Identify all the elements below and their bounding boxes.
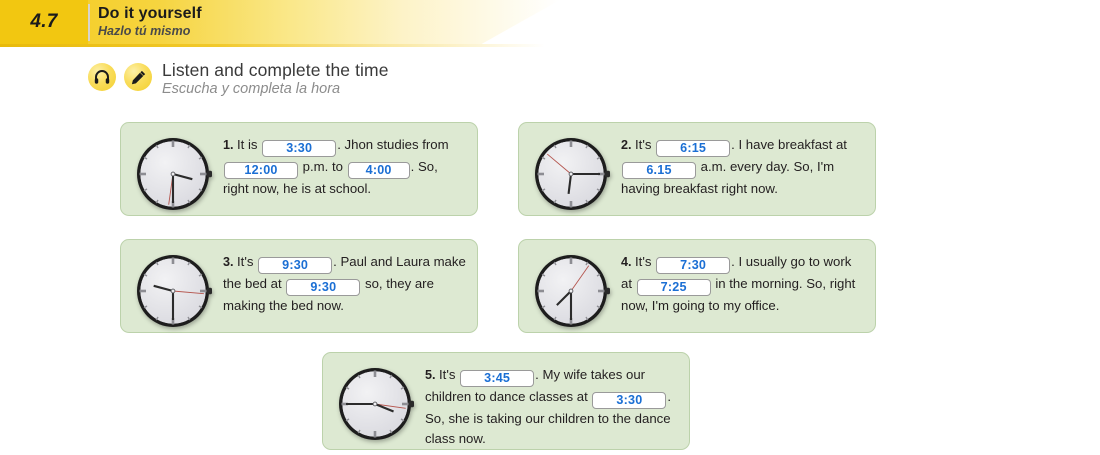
answer-blank-3[interactable]: 3:30 [592, 392, 667, 409]
answer-blank-3[interactable]: 6.15 [622, 162, 696, 179]
sentence-text: a.m. every day. So, I'm having breakfast… [621, 159, 835, 196]
exercise-card-5: 5. It's 3:45. My wife takes our children… [322, 352, 690, 450]
exercise-sentence: 4. It's 7:30. I usually go to work at 7:… [617, 240, 875, 326]
analog-clock-icon [323, 353, 421, 446]
answer-blank-1[interactable]: 3:45 [460, 370, 535, 387]
instruction-title: Listen and complete the time [162, 60, 389, 80]
pencil-icon [124, 63, 152, 91]
question-number: 3. [223, 255, 238, 269]
sentence-text: . I have breakfast at [731, 137, 847, 152]
section-title: Do it yourself [98, 5, 202, 22]
exercise-card-4: 4. It's 7:30. I usually go to work at 7:… [518, 239, 876, 333]
question-number: 2. [621, 138, 636, 152]
sentence-text: . So, she is taking our children to the … [425, 389, 672, 447]
answer-blank-1[interactable]: 9:30 [258, 257, 333, 274]
sentence-text: It's [635, 137, 656, 152]
answer-blank-3[interactable]: 9:30 [286, 279, 361, 296]
exercise-card-1: 1. It is 3:30. Jhon studies from 12:00 p… [120, 122, 478, 216]
exercise-sentence: 1. It is 3:30. Jhon studies from 12:00 p… [219, 123, 477, 209]
answer-blank-1[interactable]: 3:30 [262, 140, 337, 157]
header-underline [0, 44, 545, 47]
sentence-text: in the morning. So, right now, I'm going… [621, 276, 856, 313]
section-number: 4.7 [30, 11, 58, 32]
answer-blank-3[interactable]: 12:00 [224, 162, 298, 179]
instruction-subtitle: Escucha y completa la hora [162, 81, 341, 97]
exercise-sentence: 5. It's 3:45. My wife takes our children… [421, 353, 689, 455]
question-number: 1. [223, 138, 238, 152]
sentence-text: . So, right now, he is at school. [223, 159, 438, 196]
exercise-card-2: 2. It's 6:15. I have breakfast at 6.15 a… [518, 122, 876, 216]
headphones-icon [88, 63, 116, 91]
header-gradient-bar [0, 0, 560, 44]
sentence-text: It's [439, 367, 460, 382]
answer-blank-3[interactable]: 7:25 [636, 279, 711, 296]
answer-blank-1[interactable]: 6:15 [656, 140, 731, 157]
section-header: 4.7 Do it yourself Hazlo tú mismo [0, 0, 1100, 48]
exercise-sentence: 3. It's 9:30. Paul and Laura make the be… [219, 240, 477, 326]
question-number: 4. [621, 255, 636, 269]
header-number-block [0, 0, 88, 44]
exercise-sentence: 2. It's 6:15. I have breakfast at 6.15 a… [617, 123, 875, 209]
analog-clock-icon [121, 240, 219, 333]
sentence-text: p.m. to [299, 159, 347, 174]
answer-blank-1[interactable]: 7:30 [656, 257, 731, 274]
sentence-text: so, they are making the bed now. [223, 276, 434, 313]
header-divider [88, 4, 90, 41]
sentence-text: It's [237, 254, 258, 269]
analog-clock-icon [519, 123, 617, 216]
sentence-text: It is [237, 137, 262, 152]
sentence-text: . I usually go to work at [621, 254, 852, 291]
sentence-text: It's [635, 254, 656, 269]
exercise-card-3: 3. It's 9:30. Paul and Laura make the be… [120, 239, 478, 333]
sentence-text: . Paul and Laura make the bed at [223, 254, 466, 291]
analog-clock-icon [121, 123, 219, 216]
analog-clock-icon [519, 240, 617, 333]
answer-blank-5[interactable]: 4:00 [347, 162, 410, 179]
sentence-text: . Jhon studies from [337, 137, 449, 152]
sentence-text: . My wife takes our children to dance cl… [425, 367, 646, 404]
question-number: 5. [425, 368, 440, 382]
section-subtitle: Hazlo tú mismo [98, 24, 191, 38]
